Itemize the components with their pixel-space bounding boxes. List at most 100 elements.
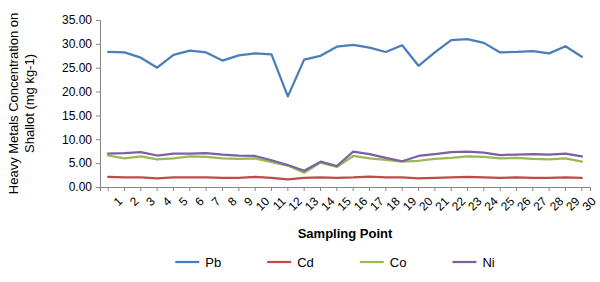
legend-item: Ni xyxy=(452,255,494,270)
y-tick-label: 20.00 xyxy=(62,85,92,99)
y-tick: 35.00 xyxy=(62,13,100,27)
x-tick-label: 5 xyxy=(176,194,191,209)
x-tick-mark xyxy=(173,187,174,191)
x-tick: 6 xyxy=(190,187,207,209)
x-axis-line xyxy=(101,188,591,192)
series-line xyxy=(108,152,582,171)
legend-label: Pb xyxy=(205,255,221,270)
y-tick-mark xyxy=(96,115,100,116)
x-tick-label: 6 xyxy=(192,194,207,209)
legend-item: Pb xyxy=(175,255,221,270)
x-tick-mark xyxy=(500,187,501,191)
y-tick: 10.00 xyxy=(62,133,100,147)
y-tick-mark xyxy=(96,139,100,140)
legend-key xyxy=(360,261,384,263)
y-tick: 15.00 xyxy=(62,109,100,123)
x-tick: 25 xyxy=(498,187,518,214)
x-tick-mark xyxy=(157,187,158,191)
x-tick-mark xyxy=(287,187,288,191)
chart: 0.005.0010.0015.0020.0025.0030.0035.0012… xyxy=(0,0,600,282)
x-tick: 7 xyxy=(206,187,223,209)
x-tick-mark xyxy=(320,187,321,191)
x-tick: 4 xyxy=(157,187,174,209)
y-tick: 30.00 xyxy=(62,37,100,51)
y-tick-label: 30.00 xyxy=(62,37,92,51)
legend: Pb Cd Co Ni xyxy=(175,255,495,270)
x-tick-mark xyxy=(255,187,256,191)
x-tick: 24 xyxy=(482,187,502,214)
x-tick-mark xyxy=(108,187,109,191)
x-tick-mark xyxy=(451,187,452,191)
x-tick: 20 xyxy=(416,187,436,214)
x-tick: 27 xyxy=(531,187,551,214)
legend-label: Ni xyxy=(482,255,494,270)
y-tick-mark xyxy=(96,20,100,21)
x-tick: 3 xyxy=(141,187,158,209)
x-tick-label: 8 xyxy=(225,194,240,209)
legend-label: Cd xyxy=(297,255,314,270)
legend-item: Co xyxy=(360,255,407,270)
x-tick: 26 xyxy=(514,187,534,214)
x-tick: 28 xyxy=(547,187,567,214)
x-tick-label: 2 xyxy=(127,194,142,209)
x-tick-mark xyxy=(353,187,354,191)
x-tick: 29 xyxy=(563,187,583,214)
y-tick-mark xyxy=(96,44,100,45)
x-tick-mark xyxy=(467,187,468,191)
x-tick: 18 xyxy=(384,187,404,214)
x-tick: 30 xyxy=(580,187,600,214)
x-tick-mark xyxy=(483,187,484,191)
legend-key xyxy=(267,261,291,263)
x-tick-mark xyxy=(238,187,239,191)
x-tick-mark xyxy=(189,187,190,191)
y-axis-title: Heavy Metals Concentration onShallot (mg… xyxy=(6,13,37,194)
legend-label: Co xyxy=(390,255,407,270)
x-tick-label: 7 xyxy=(209,194,224,209)
y-tick-label: 5.00 xyxy=(69,156,93,170)
x-tick: 22 xyxy=(449,187,469,214)
x-tick: 21 xyxy=(433,187,453,214)
x-tick-label: 1 xyxy=(111,194,126,209)
x-tick-mark xyxy=(418,187,419,191)
x-tick: 8 xyxy=(223,187,240,209)
x-tick-mark xyxy=(304,187,305,191)
y-tick-label: 35.00 xyxy=(62,13,92,27)
y-tick-label: 10.00 xyxy=(62,133,92,147)
x-tick: 14 xyxy=(318,187,338,214)
x-tick-label: 3 xyxy=(143,194,158,209)
y-tick-label: 25.00 xyxy=(62,61,92,75)
x-tick-mark xyxy=(206,187,207,191)
x-tick: 19 xyxy=(400,187,420,214)
legend-key xyxy=(452,261,476,263)
x-tick-mark xyxy=(434,187,435,191)
y-tick: 20.00 xyxy=(62,85,100,99)
x-tick: 16 xyxy=(351,187,371,214)
x-tick-mark xyxy=(402,187,403,191)
legend-key xyxy=(175,261,199,263)
x-tick-mark xyxy=(271,187,272,191)
x-tick: 10 xyxy=(253,187,273,214)
x-tick: 13 xyxy=(302,187,322,214)
plot-area xyxy=(108,39,582,179)
x-tick: 15 xyxy=(335,187,355,214)
x-axis-title: Sampling Point xyxy=(298,226,393,241)
x-tick-label: 30 xyxy=(580,194,600,214)
x-tick: 12 xyxy=(286,187,306,214)
x-tick: 2 xyxy=(125,187,142,209)
x-tick-mark xyxy=(369,187,370,191)
x-tick-mark xyxy=(124,187,125,191)
x-tick-mark xyxy=(549,187,550,191)
x-tick: 11 xyxy=(270,187,289,213)
x-tick-mark xyxy=(222,187,223,191)
x-tick-mark xyxy=(140,187,141,191)
x-tick: 17 xyxy=(367,187,387,214)
x-tick: 1 xyxy=(108,187,125,209)
y-tick: 5.00 xyxy=(69,156,100,170)
series-line xyxy=(108,177,582,180)
y-tick-mark xyxy=(96,92,100,93)
y-tick-mark xyxy=(96,163,100,164)
y-axis: 0.005.0010.0015.0020.0025.0030.0035.00 xyxy=(62,13,101,194)
x-tick: 23 xyxy=(465,187,485,214)
y-tick-label: 15.00 xyxy=(62,109,92,123)
x-tick-mark xyxy=(385,187,386,191)
